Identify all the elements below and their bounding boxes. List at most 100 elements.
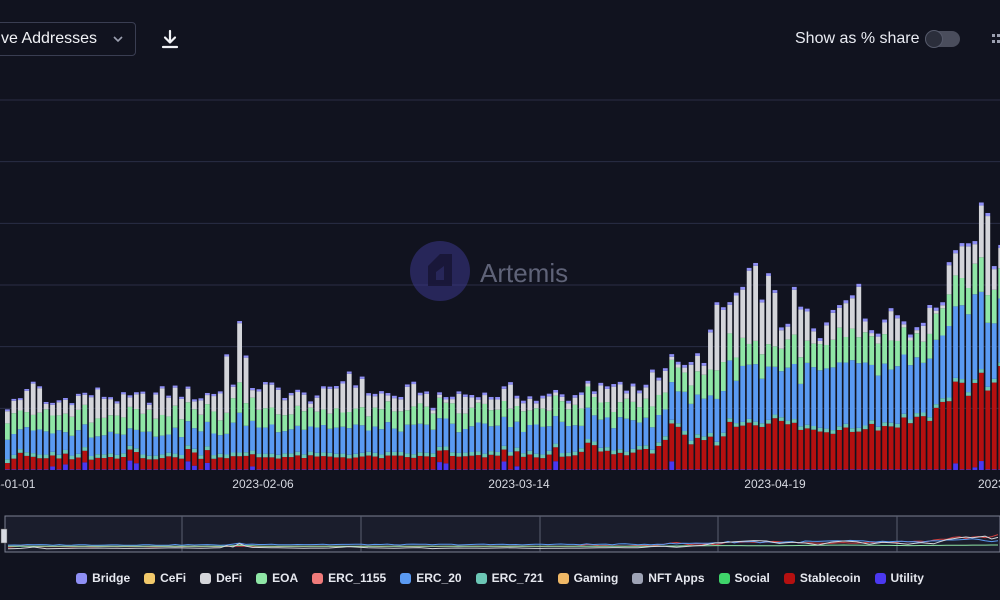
bar-stack[interactable] — [166, 395, 172, 470]
bar-stack[interactable] — [669, 354, 675, 470]
bar-stack[interactable] — [656, 377, 662, 470]
bar-stack[interactable] — [766, 273, 771, 470]
bar-stack[interactable] — [101, 396, 107, 470]
bar-stack[interactable] — [56, 400, 62, 470]
legend-item-erc-721[interactable]: ERC_721 — [475, 568, 544, 588]
bar-stack[interactable] — [346, 371, 352, 470]
bar-stack[interactable] — [301, 392, 307, 470]
bar-stack[interactable] — [688, 362, 694, 470]
bar-stack[interactable] — [321, 386, 326, 470]
bar-stack[interactable] — [159, 386, 165, 470]
bar-stack[interactable] — [385, 393, 391, 470]
bar-stack[interactable] — [392, 395, 397, 470]
bar-stack[interactable] — [927, 305, 933, 470]
bar-stack[interactable] — [733, 292, 739, 470]
bar-stack[interactable] — [282, 397, 288, 470]
download-icon[interactable] — [159, 28, 181, 50]
bar-stack[interactable] — [953, 250, 958, 470]
bar-stack[interactable] — [340, 381, 346, 470]
bar-stack[interactable] — [192, 399, 197, 470]
bar-stack[interactable] — [404, 384, 410, 470]
bar-stack[interactable] — [559, 394, 565, 470]
bar-stack[interactable] — [424, 391, 430, 470]
legend-item-gaming[interactable]: Gaming — [557, 568, 618, 588]
bar-stack[interactable] — [475, 397, 481, 470]
bar-stack[interactable] — [817, 338, 823, 470]
bar-stack[interactable] — [933, 307, 939, 470]
bar-stack[interactable] — [379, 391, 384, 470]
bar-stack[interactable] — [966, 243, 971, 470]
bar-stack[interactable] — [327, 386, 333, 470]
bar-stack[interactable] — [611, 384, 617, 470]
bar-stack[interactable] — [856, 283, 862, 470]
legend-item-cefi[interactable]: CeFi — [144, 568, 186, 588]
bar-stack[interactable] — [779, 327, 784, 470]
bar-stack[interactable] — [140, 391, 146, 470]
bar-stack[interactable] — [888, 308, 894, 470]
bar-stack[interactable] — [211, 393, 217, 470]
bar-stack[interactable] — [127, 395, 133, 470]
bar-stack[interactable] — [508, 382, 513, 470]
bar-stack[interactable] — [572, 395, 578, 470]
bar-stack[interactable] — [662, 368, 668, 470]
bar-stack[interactable] — [469, 395, 475, 470]
bar-stack[interactable] — [37, 386, 43, 470]
bar-stack[interactable] — [482, 392, 488, 470]
bar-stack[interactable] — [430, 407, 436, 470]
bar-stack[interactable] — [650, 369, 655, 470]
bar-stack[interactable] — [617, 381, 623, 470]
bar-stack[interactable] — [908, 334, 913, 470]
bar-stack[interactable] — [63, 398, 68, 470]
bar-stack[interactable] — [566, 400, 571, 470]
bar-stack[interactable] — [288, 392, 294, 470]
bar-stack[interactable] — [185, 386, 191, 470]
bar-stack[interactable] — [198, 398, 204, 470]
bar-stack[interactable] — [450, 396, 455, 470]
bar-stack[interactable] — [308, 401, 313, 470]
bar-stack[interactable] — [540, 395, 546, 470]
bar-stack[interactable] — [263, 382, 268, 470]
bar-stack[interactable] — [772, 290, 778, 470]
bar-stack[interactable] — [275, 387, 281, 470]
bar-stack[interactable] — [604, 386, 610, 470]
bar-stack[interactable] — [30, 381, 36, 470]
bar-stack[interactable] — [5, 409, 10, 470]
range-navigator[interactable] — [0, 515, 1000, 553]
bar-stack[interactable] — [224, 354, 230, 470]
bar-stack[interactable] — [243, 355, 249, 470]
bar-stack[interactable] — [108, 397, 113, 470]
bar-stack[interactable] — [798, 306, 804, 470]
bar-stack[interactable] — [527, 396, 533, 470]
bar-stack[interactable] — [882, 319, 887, 470]
bar-stack[interactable] — [791, 286, 797, 470]
bar-stack[interactable] — [462, 394, 468, 470]
bar-stack[interactable] — [237, 321, 242, 470]
bar-stack[interactable] — [437, 392, 442, 470]
bar-stack[interactable] — [521, 400, 526, 470]
bar-stack[interactable] — [217, 391, 223, 470]
bar-stack[interactable] — [869, 330, 875, 470]
bar-stack[interactable] — [579, 392, 584, 470]
bar-stack[interactable] — [985, 212, 991, 470]
bar-stack[interactable] — [172, 385, 178, 470]
bar-stack[interactable] — [75, 393, 81, 470]
bar-stack[interactable] — [785, 323, 791, 470]
bar-stack[interactable] — [849, 295, 855, 470]
bar-stack[interactable] — [146, 402, 152, 470]
bar-stack[interactable] — [417, 392, 423, 470]
bar-stack[interactable] — [269, 382, 275, 470]
bar-stack[interactable] — [972, 241, 978, 470]
bar-stack[interactable] — [398, 396, 404, 470]
bar-stack[interactable] — [204, 392, 210, 470]
bar-stack[interactable] — [314, 395, 320, 470]
bar-stack[interactable] — [250, 388, 255, 470]
bar-stack[interactable] — [804, 308, 810, 470]
bar-stack[interactable] — [862, 318, 868, 470]
bar-stack[interactable] — [901, 321, 907, 470]
bar-stack[interactable] — [256, 389, 262, 470]
bar-stack[interactable] — [830, 309, 836, 470]
bar-stack[interactable] — [895, 315, 900, 470]
bar-stack[interactable] — [24, 389, 30, 470]
bar-stack[interactable] — [333, 386, 339, 470]
legend-item-erc-20[interactable]: ERC_20 — [400, 568, 462, 588]
